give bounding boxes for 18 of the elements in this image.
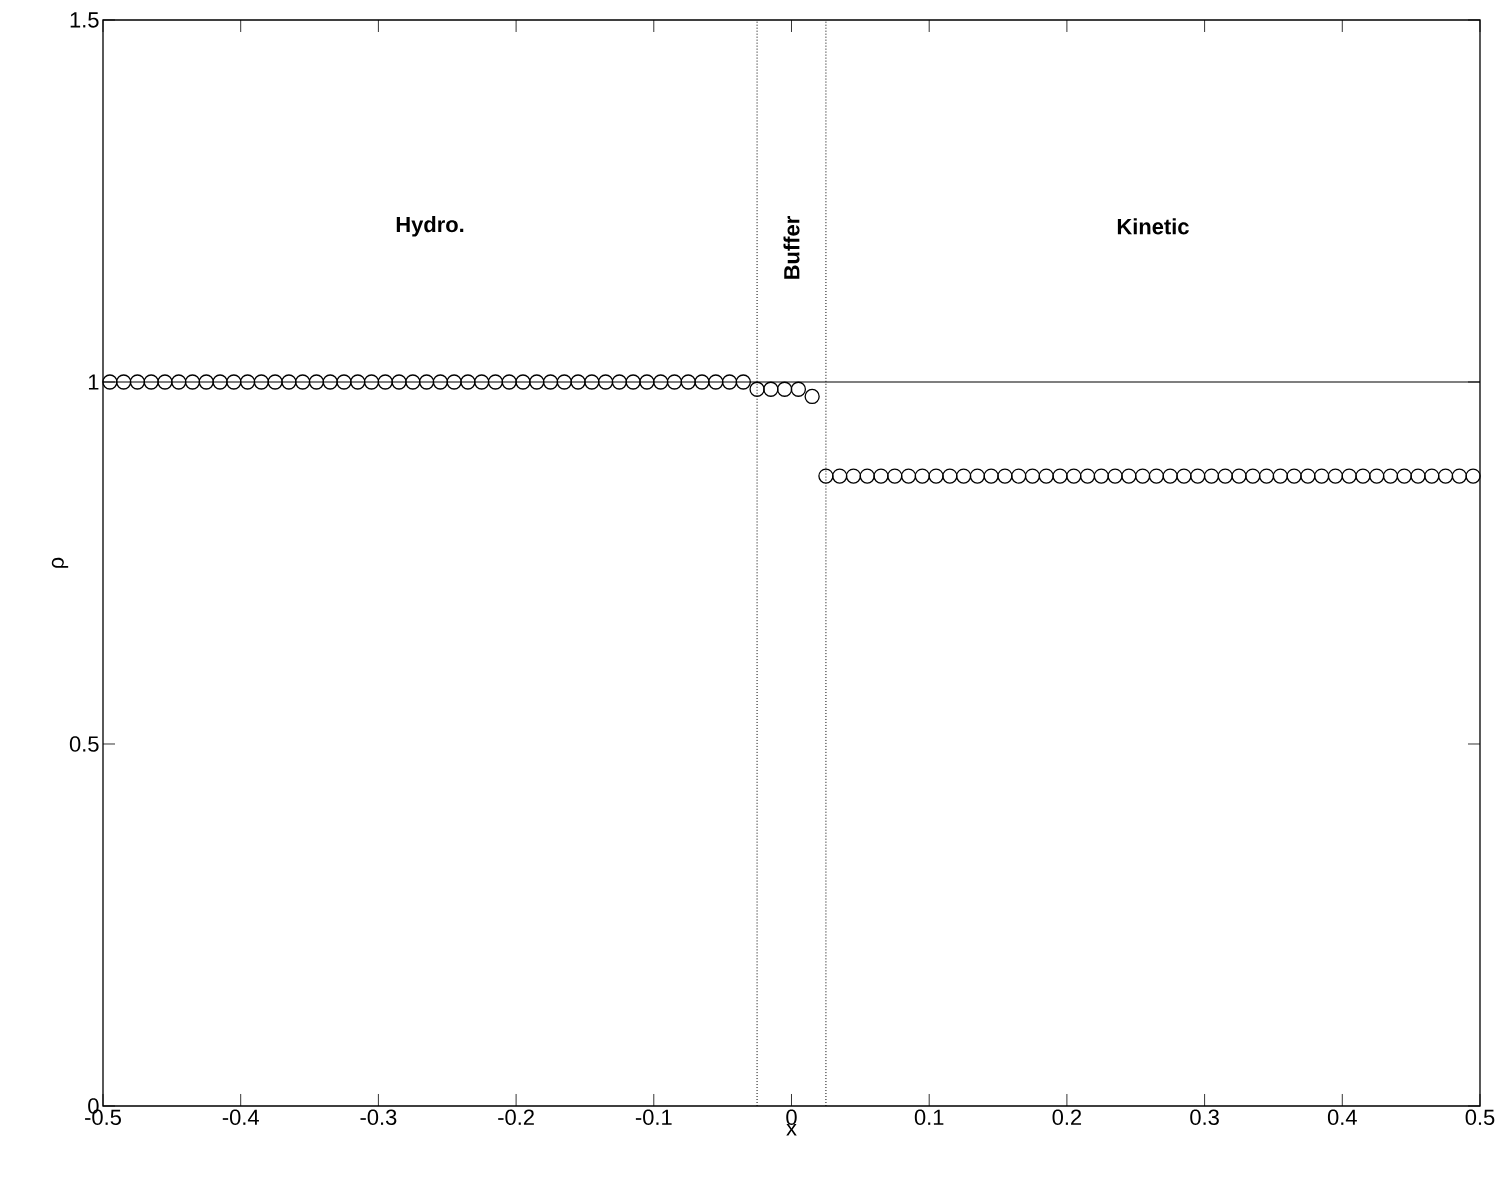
x-tick-label: 0.2: [1052, 1109, 1082, 1126]
x-tick-label: 0: [786, 1109, 797, 1126]
x-tick-label: 0.3: [1190, 1109, 1219, 1126]
x-tick-label: -0.3: [360, 1109, 397, 1126]
annotation: Buffer: [783, 216, 800, 279]
x-tick-label: -0.1: [635, 1109, 672, 1126]
annotation: Kinetic: [1117, 218, 1189, 235]
x-tick-label: -0.4: [222, 1109, 259, 1126]
x-tick-label: 0.5: [1465, 1109, 1495, 1126]
y-tick-label: 1.5: [70, 12, 99, 28]
x-tick-label: 0.4: [1327, 1109, 1357, 1126]
y-tick-label: 0.5: [69, 736, 99, 752]
x-tick-label: 0.1: [914, 1109, 944, 1126]
y-axis-title: ρ: [51, 557, 69, 568]
x-axis-title: x: [786, 1123, 797, 1136]
annotation: Hydro.: [396, 216, 464, 237]
y-tick-label: 1: [88, 374, 99, 390]
x-tick-label: -0.2: [498, 1109, 534, 1126]
